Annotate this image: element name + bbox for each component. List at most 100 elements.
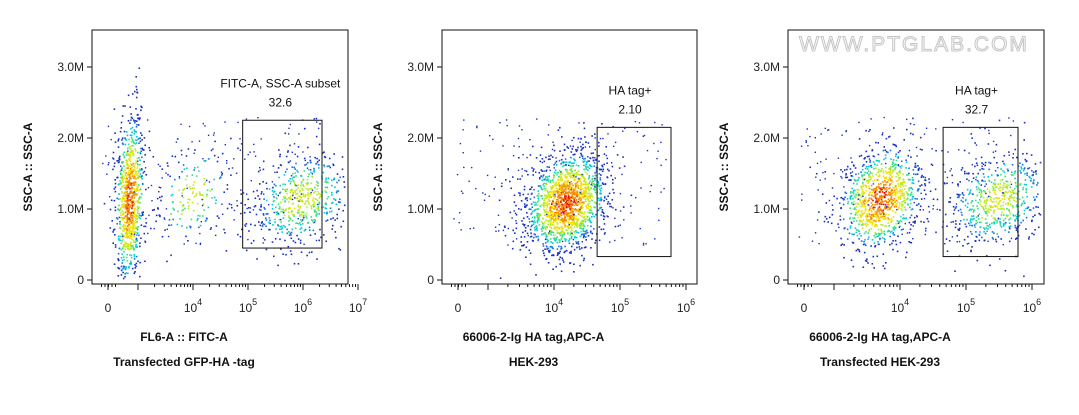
event-point [132, 162, 135, 165]
event-point [896, 172, 899, 175]
event-point [109, 208, 112, 211]
event-point [560, 247, 563, 249]
event-point [994, 218, 996, 221]
event-point [592, 213, 594, 215]
event-point [303, 170, 306, 172]
event-point [563, 221, 566, 223]
event-point [118, 267, 121, 270]
event-point [880, 203, 883, 206]
event-point [135, 178, 138, 180]
event-point [310, 171, 312, 174]
event-point [142, 211, 144, 213]
event-point [305, 212, 308, 215]
x-tick-label: 104 [545, 297, 563, 315]
event-point [866, 172, 868, 174]
event-point [288, 197, 291, 199]
event-point [874, 203, 876, 206]
y-tick-label: 3.0M [407, 60, 434, 74]
event-point [566, 173, 569, 175]
event-point [564, 219, 567, 222]
event-point [288, 216, 290, 219]
event-point [884, 203, 887, 206]
event-point [582, 175, 584, 178]
event-point [301, 199, 303, 202]
gate-rectangle[interactable] [242, 119, 323, 249]
event-point [546, 213, 548, 215]
event-point [983, 227, 985, 229]
event-point [541, 179, 543, 182]
event-point [145, 225, 147, 228]
event-point [621, 237, 623, 239]
event-point [283, 212, 285, 214]
event-point [884, 200, 886, 202]
event-point [212, 134, 215, 136]
event-point [302, 218, 305, 220]
event-point [294, 197, 296, 199]
event-point [246, 207, 248, 210]
event-point [1037, 193, 1039, 195]
event-point [130, 119, 132, 121]
event-point [582, 227, 585, 230]
event-point [123, 151, 126, 154]
event-point [885, 213, 887, 216]
event-point [890, 174, 892, 176]
event-point [562, 228, 564, 230]
event-point [983, 200, 986, 202]
event-point [543, 160, 546, 163]
event-point [170, 213, 172, 215]
event-point [621, 173, 623, 176]
event-point [127, 199, 129, 201]
event-point [901, 189, 904, 191]
event-point [529, 198, 532, 200]
event-point [536, 227, 538, 229]
event-point [284, 200, 286, 202]
event-point [643, 134, 646, 137]
event-point [250, 242, 253, 245]
event-point [976, 194, 979, 197]
event-point [136, 207, 139, 209]
event-point [575, 217, 577, 220]
x-tick-label: 106 [677, 297, 695, 315]
event-point [306, 178, 309, 181]
event-point [979, 231, 981, 233]
event-point [553, 208, 555, 210]
event-point [275, 193, 278, 195]
event-point [612, 207, 614, 209]
event-point [342, 176, 345, 178]
event-point [587, 169, 589, 171]
gate-rectangle[interactable] [596, 126, 672, 258]
event-point [887, 178, 890, 181]
event-point [993, 205, 996, 207]
event-point [873, 219, 876, 222]
event-point [127, 181, 129, 184]
event-point [1020, 221, 1022, 224]
event-point [850, 175, 853, 177]
event-point [150, 184, 153, 187]
event-point [913, 166, 916, 168]
event-point [584, 200, 587, 202]
event-point [129, 254, 131, 257]
event-point [568, 227, 571, 229]
event-point [281, 231, 284, 233]
event-point [579, 177, 582, 180]
event-point [569, 209, 572, 212]
event-point [871, 215, 873, 217]
event-point [850, 212, 852, 215]
event-point [141, 169, 143, 171]
event-point [126, 167, 128, 169]
event-point [602, 183, 605, 185]
event-point [286, 188, 288, 191]
event-point [331, 194, 333, 196]
event-point [535, 225, 537, 228]
event-point [136, 212, 139, 214]
event-point [547, 198, 550, 200]
event-point [266, 213, 268, 215]
event-point [583, 257, 585, 260]
event-point [224, 121, 226, 123]
event-point [893, 144, 896, 146]
event-point [214, 202, 217, 205]
event-point [550, 232, 552, 234]
event-point [900, 160, 903, 163]
event-point [580, 153, 583, 156]
event-point [125, 218, 128, 221]
